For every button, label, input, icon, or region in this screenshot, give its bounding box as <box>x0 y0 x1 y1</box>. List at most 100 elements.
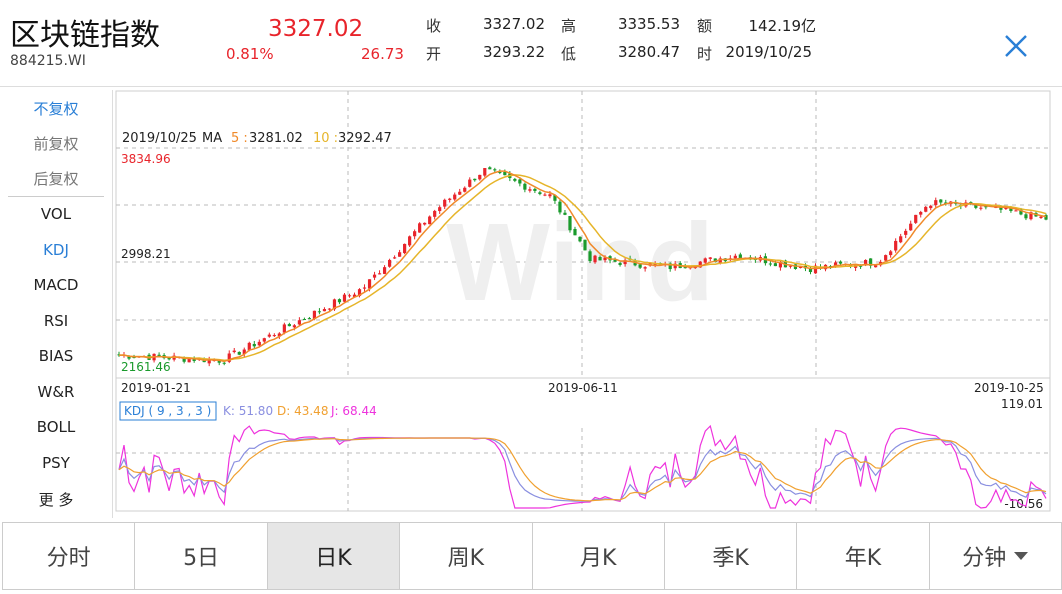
candle <box>553 195 557 201</box>
candle <box>352 294 357 297</box>
candle <box>282 324 286 333</box>
candle <box>1044 215 1048 220</box>
kchart-date: 2019/10/25 <box>122 131 197 146</box>
date-mid: 2019-06-11 <box>548 381 618 395</box>
kdj-d-line <box>118 437 1047 502</box>
watermark: Wind <box>446 201 714 324</box>
candle <box>382 267 387 274</box>
candle <box>653 263 657 265</box>
candle <box>337 299 342 303</box>
candle <box>247 342 251 351</box>
chevron-down-icon[interactable] <box>1014 552 1029 560</box>
tab-minute[interactable]: 分钟 <box>929 523 1061 589</box>
candle <box>914 214 918 223</box>
candle <box>543 194 547 196</box>
candle <box>603 257 607 261</box>
candle <box>317 311 322 313</box>
candle <box>934 200 938 206</box>
tab-quarterly[interactable]: 季K <box>664 523 798 589</box>
candle <box>403 243 407 254</box>
candle <box>568 216 572 231</box>
kdj-j-line <box>118 424 1047 509</box>
tab-weekly[interactable]: 周K <box>400 523 533 589</box>
indicator-wr[interactable]: W&R <box>37 383 75 401</box>
tab-daily[interactable]: 日K <box>267 523 401 589</box>
kdj-k-value: K: 51.80 <box>223 404 273 418</box>
candle <box>1024 214 1028 219</box>
indicator-kdj[interactable]: KDJ <box>43 241 69 259</box>
candle <box>157 354 161 357</box>
tab-daily-label: 日K <box>315 546 352 571</box>
candle <box>984 206 988 208</box>
candle <box>207 359 211 364</box>
page-title: 区块链指数 <box>10 18 160 53</box>
header: 区块链指数 884215.WI 3327.02 0.81% 26.73 收 33… <box>0 0 1062 86</box>
candle <box>974 204 978 208</box>
stat-label-time: 时 <box>697 45 713 63</box>
stat-value-close: 3327.02 <box>482 15 545 33</box>
candle <box>929 205 933 209</box>
candle <box>884 255 888 261</box>
tab-weekly-label: 周K <box>447 546 485 571</box>
price-high-label: 3834.96 <box>121 152 171 166</box>
candle <box>613 259 617 262</box>
security-code: 884215.WI <box>10 53 86 69</box>
candle <box>593 255 597 263</box>
indicator-macd[interactable]: MACD <box>33 276 79 294</box>
candle <box>302 319 306 321</box>
sidebar: 不复权 前复权 后复权 VOL KDJ MACD RSI BIAS W&R BO… <box>0 90 113 518</box>
indicator-boll[interactable]: BOLL <box>36 418 76 436</box>
indicator-more[interactable]: 更 多 <box>38 491 74 509</box>
stat-label-low: 低 <box>561 45 577 63</box>
tab-yearly[interactable]: 年K <box>797 523 930 589</box>
candle <box>513 178 517 181</box>
candle <box>478 174 482 180</box>
candle <box>222 362 226 364</box>
indicator-rsi[interactable]: RSI <box>43 312 69 330</box>
candle <box>418 223 422 233</box>
candle <box>132 357 136 359</box>
indicator-vol[interactable]: VOL <box>40 205 72 223</box>
candle <box>889 251 893 256</box>
tab-quarterly-label: 季K <box>712 546 749 571</box>
tab-5day[interactable]: 5日 <box>135 523 268 589</box>
adjust-forward[interactable]: 前复权 <box>33 135 79 153</box>
kdj-max-label: 119.01 <box>1001 397 1043 411</box>
ma10-line <box>118 174 1047 362</box>
kdj-param-box[interactable] <box>119 401 217 421</box>
candle <box>924 206 928 212</box>
price-mid-label: 2998.21 <box>121 247 171 261</box>
candle <box>458 191 462 195</box>
adjust-none[interactable]: 不复权 <box>33 100 79 118</box>
candle <box>859 265 863 267</box>
candle <box>252 343 256 347</box>
candle <box>262 338 266 342</box>
candle <box>538 192 542 195</box>
chart-frame <box>115 90 1051 512</box>
candle <box>979 207 983 209</box>
candle <box>899 236 903 243</box>
candle <box>1019 209 1023 215</box>
stat-label-close: 收 <box>426 17 442 35</box>
candle <box>387 259 392 267</box>
close-icon[interactable] <box>1000 30 1032 62</box>
candle <box>1004 207 1008 209</box>
candle <box>483 168 487 176</box>
candle <box>217 360 221 363</box>
candle <box>468 179 472 187</box>
indicator-bias[interactable]: BIAS <box>38 347 74 365</box>
candle <box>182 357 186 362</box>
candle <box>443 199 447 207</box>
candle <box>453 194 457 200</box>
candle <box>523 183 527 190</box>
adjust-backward[interactable]: 后复权 <box>33 170 79 188</box>
candle <box>768 263 773 265</box>
tab-monthly-label: 月K <box>579 546 617 571</box>
candle <box>583 239 587 251</box>
sidebar-divider <box>8 196 104 197</box>
indicator-psy[interactable]: PSY <box>42 454 70 472</box>
tab-intraday[interactable]: 分时 <box>3 523 136 589</box>
candle <box>448 198 452 200</box>
tab-monthly[interactable]: 月K <box>532 523 665 589</box>
